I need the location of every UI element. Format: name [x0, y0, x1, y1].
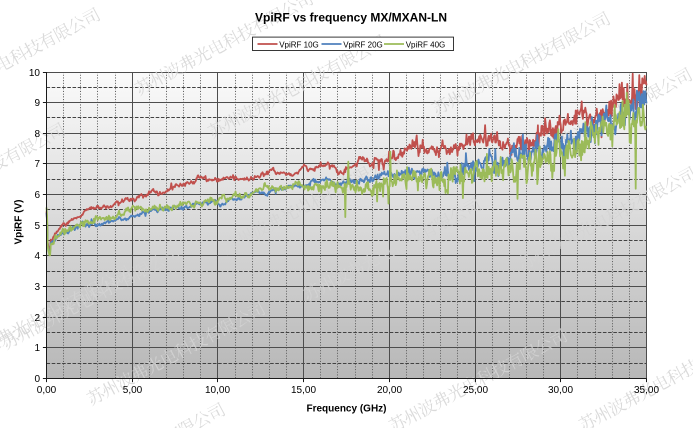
- svg-text:5: 5: [34, 221, 40, 232]
- svg-text:2: 2: [34, 313, 40, 324]
- svg-text:10,00: 10,00: [205, 385, 230, 396]
- svg-text:10: 10: [29, 68, 41, 79]
- svg-text:20,00: 20,00: [377, 385, 402, 396]
- svg-text:6: 6: [34, 190, 40, 201]
- svg-text:7: 7: [34, 159, 40, 170]
- svg-text:VpiRF 20G: VpiRF 20G: [343, 41, 383, 50]
- svg-text:35,00: 35,00: [634, 385, 659, 396]
- svg-text:VpiRF 10G: VpiRF 10G: [279, 41, 319, 50]
- svg-text:Frequency (GHz): Frequency (GHz): [306, 404, 386, 415]
- svg-text:8: 8: [34, 129, 40, 140]
- svg-text:25,00: 25,00: [463, 385, 488, 396]
- svg-text:VpiRF 40G: VpiRF 40G: [406, 41, 446, 50]
- svg-text:0: 0: [34, 374, 40, 385]
- svg-text:30,00: 30,00: [548, 385, 573, 396]
- svg-text:VpiRF (V): VpiRF (V): [14, 200, 25, 245]
- svg-text:1: 1: [34, 343, 40, 354]
- svg-text:5,00: 5,00: [123, 385, 143, 396]
- svg-text:VpiRF vs frequency MX/MXAN-LN: VpiRF vs frequency MX/MXAN-LN: [255, 11, 447, 25]
- svg-text:4: 4: [34, 251, 40, 262]
- svg-text:0,00: 0,00: [37, 385, 57, 396]
- svg-text:3: 3: [34, 282, 40, 293]
- svg-text:9: 9: [34, 98, 40, 109]
- svg-text:15,00: 15,00: [291, 385, 316, 396]
